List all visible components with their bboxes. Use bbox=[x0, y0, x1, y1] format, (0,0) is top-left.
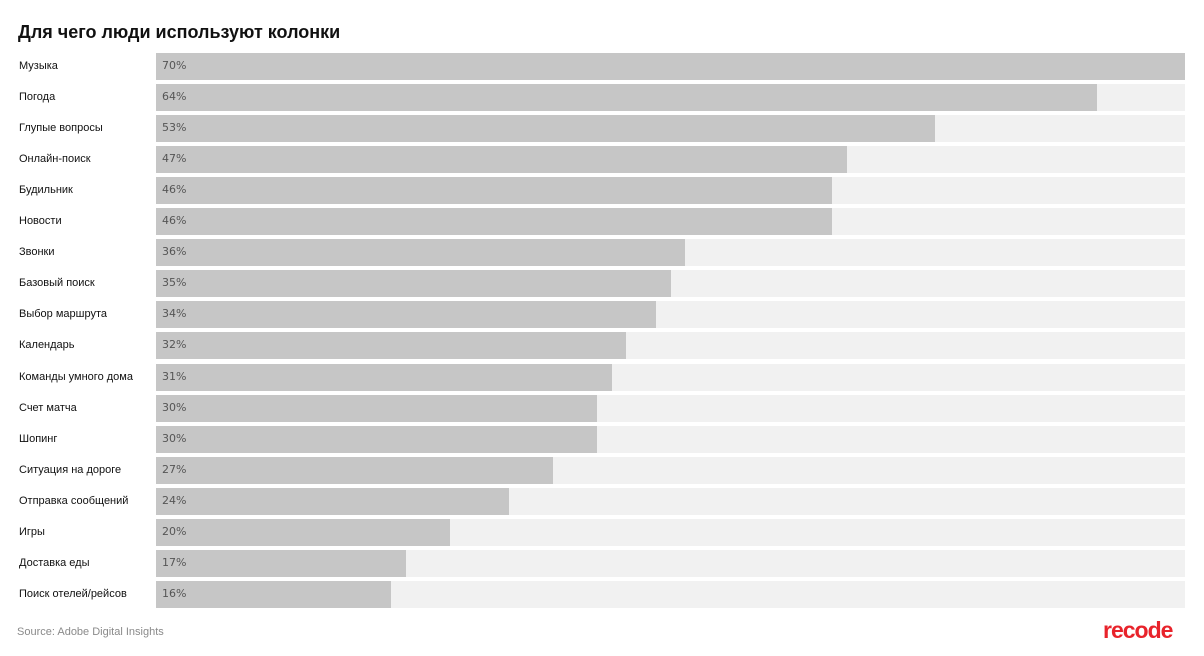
bar-row: Базовый поиск 35% bbox=[0, 270, 1204, 297]
bar-row: Доставка еды 17% bbox=[0, 550, 1204, 577]
value-label: 31% bbox=[162, 370, 187, 383]
category-label: Будильник bbox=[19, 184, 73, 196]
bar-track: 31% bbox=[156, 364, 1185, 391]
bar bbox=[156, 519, 450, 546]
category-label: Выбор маршрута bbox=[19, 308, 107, 320]
value-label: 30% bbox=[162, 432, 187, 445]
bar-row: Глупые вопросы 53% bbox=[0, 115, 1204, 142]
value-label: 46% bbox=[162, 183, 187, 196]
bar-track: 46% bbox=[156, 177, 1185, 204]
category-label: Отправка сообщений bbox=[19, 495, 129, 507]
bar-track: 32% bbox=[156, 332, 1185, 359]
bar-track: 53% bbox=[156, 115, 1185, 142]
bar-track: 34% bbox=[156, 301, 1185, 328]
category-label: Глупые вопросы bbox=[19, 122, 103, 134]
bar-row: Игры 20% bbox=[0, 519, 1204, 546]
source-note: Source: Adobe Digital Insights bbox=[17, 626, 164, 638]
bar bbox=[156, 395, 597, 422]
bar-track: 16% bbox=[156, 581, 1185, 608]
bar-track: 24% bbox=[156, 488, 1185, 515]
bar-track: 36% bbox=[156, 239, 1185, 266]
bar bbox=[156, 208, 832, 235]
bar-track: 70% bbox=[156, 53, 1185, 80]
category-label: Команды умного дома bbox=[19, 371, 133, 383]
value-label: 27% bbox=[162, 463, 187, 476]
bar bbox=[156, 84, 1097, 111]
bar-track: 64% bbox=[156, 84, 1185, 111]
bar-track: 17% bbox=[156, 550, 1185, 577]
bar bbox=[156, 332, 626, 359]
bar-track: 35% bbox=[156, 270, 1185, 297]
bar bbox=[156, 177, 832, 204]
category-label: Онлайн-поиск bbox=[19, 153, 91, 165]
value-label: 46% bbox=[162, 214, 187, 227]
value-label: 64% bbox=[162, 90, 187, 103]
bar bbox=[156, 364, 612, 391]
category-label: Погода bbox=[19, 91, 56, 103]
bar-row: Звонки 36% bbox=[0, 239, 1204, 266]
bar-row: Отправка сообщений 24% bbox=[0, 488, 1204, 515]
bar-row: Ситуация на дороге 27% bbox=[0, 457, 1204, 484]
bar-row: Счет матча 30% bbox=[0, 395, 1204, 422]
value-label: 47% bbox=[162, 152, 187, 165]
category-label: Шопинг bbox=[19, 433, 58, 445]
bar-track: 27% bbox=[156, 457, 1185, 484]
bar-track: 46% bbox=[156, 208, 1185, 235]
value-label: 16% bbox=[162, 587, 187, 600]
bar bbox=[156, 239, 685, 266]
bar-row: Поиск отелей/рейсов 16% bbox=[0, 581, 1204, 608]
bar bbox=[156, 488, 509, 515]
bar-row: Погода 64% bbox=[0, 84, 1204, 111]
value-label: 20% bbox=[162, 525, 187, 538]
bar bbox=[156, 270, 671, 297]
value-label: 30% bbox=[162, 401, 187, 414]
category-label: Музыка bbox=[19, 60, 58, 72]
category-label: Поиск отелей/рейсов bbox=[19, 588, 127, 600]
bar-row: Новости 46% bbox=[0, 208, 1204, 235]
bar bbox=[156, 146, 847, 173]
bar-row: Музыка 70% bbox=[0, 53, 1204, 80]
bar-track: 30% bbox=[156, 395, 1185, 422]
value-label: 17% bbox=[162, 556, 187, 569]
value-label: 32% bbox=[162, 338, 187, 351]
value-label: 24% bbox=[162, 494, 187, 507]
bar bbox=[156, 115, 935, 142]
category-label: Ситуация на дороге bbox=[19, 464, 122, 476]
category-label: Игры bbox=[19, 526, 45, 538]
category-label: Звонки bbox=[19, 246, 55, 258]
value-label: 35% bbox=[162, 276, 187, 289]
category-label: Доставка еды bbox=[19, 557, 90, 569]
category-label: Счет матча bbox=[19, 402, 77, 414]
category-label: Новости bbox=[19, 215, 62, 227]
bar-row: Шопинг 30% bbox=[0, 426, 1204, 453]
bar bbox=[156, 301, 656, 328]
bar-row: Выбор маршрута 34% bbox=[0, 301, 1204, 328]
bar-row: Календарь 32% bbox=[0, 332, 1204, 359]
category-label: Календарь bbox=[19, 339, 75, 351]
recode-logo: recode bbox=[1103, 617, 1173, 643]
bar bbox=[156, 581, 391, 608]
bar bbox=[156, 457, 553, 484]
category-label: Базовый поиск bbox=[19, 277, 95, 289]
chart-title: Для чего люди используют колонки bbox=[18, 22, 341, 42]
bar-row: Онлайн-поиск 47% bbox=[0, 146, 1204, 173]
bar-row: Команды умного дома 31% bbox=[0, 364, 1204, 391]
bar-row: Будильник 46% bbox=[0, 177, 1204, 204]
value-label: 53% bbox=[162, 121, 187, 134]
value-label: 70% bbox=[162, 59, 187, 72]
bar bbox=[156, 550, 406, 577]
bar-track: 47% bbox=[156, 146, 1185, 173]
bar bbox=[156, 426, 597, 453]
value-label: 34% bbox=[162, 307, 187, 320]
bar-track: 30% bbox=[156, 426, 1185, 453]
value-label: 36% bbox=[162, 245, 187, 258]
bar bbox=[156, 53, 1185, 80]
bar-track: 20% bbox=[156, 519, 1185, 546]
